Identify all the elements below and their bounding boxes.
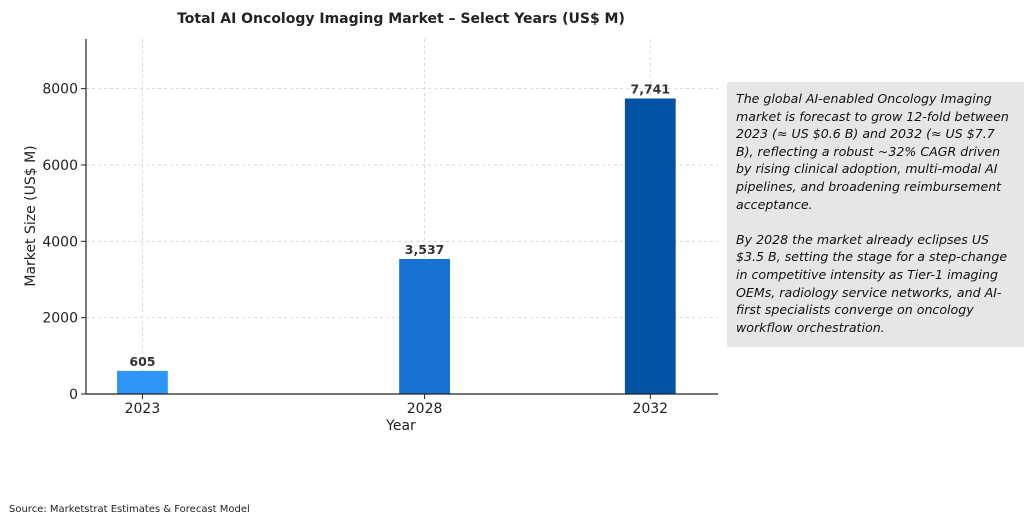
bars — [117, 98, 676, 394]
commentary-box: The global AI-enabled Oncology Imaging m… — [727, 82, 1024, 347]
source-note: Source: Marketstrat Estimates & Forecast… — [9, 504, 250, 515]
x-tick-label: 2028 — [407, 401, 443, 417]
x-axis-title: Year — [385, 418, 416, 434]
y-tick-label: 2000 — [42, 311, 78, 327]
bar-2032 — [624, 98, 676, 394]
commentary-paragraph-1: The global AI-enabled Oncology Imaging m… — [736, 91, 1009, 212]
y-tick-label: 6000 — [42, 158, 78, 174]
x-tick-label: 2023 — [125, 401, 161, 417]
bar-value-label: 7,741 — [631, 82, 671, 97]
bar-2028 — [399, 258, 450, 394]
y-tick-label: 0 — [69, 387, 78, 403]
bar-2023 — [117, 370, 168, 394]
x-tick-label: 2032 — [632, 401, 668, 417]
y-tick-label: 4000 — [42, 234, 78, 250]
labels: 0 2000 4000 6000 8000 605 2023 3,537 2028 7,741 20… — [42, 82, 670, 417]
bar-value-label: 3,537 — [405, 242, 445, 257]
commentary-paragraph-2: By 2028 the market already eclipses US $… — [736, 231, 1008, 335]
bar-value-label: 605 — [129, 354, 155, 369]
chart-title: Total AI Oncology Imaging Market – Selec… — [177, 11, 625, 27]
y-tick-label: 8000 — [42, 82, 78, 98]
y-axis-title: Market Size (US$ M) — [23, 145, 39, 286]
axes — [81, 39, 718, 399]
